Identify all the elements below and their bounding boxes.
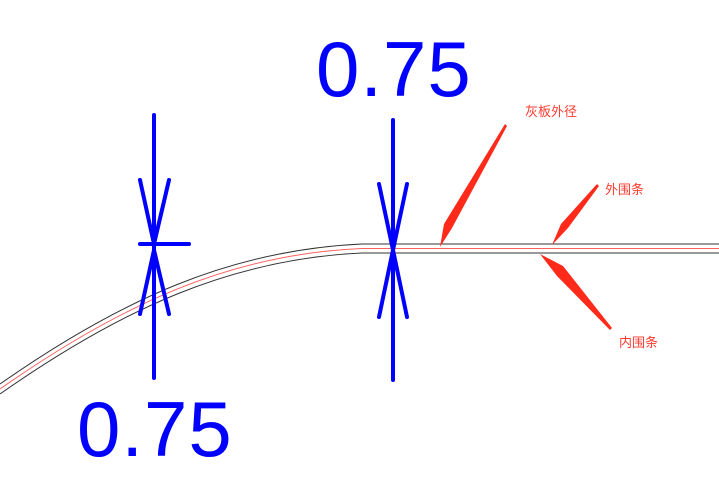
board-outer-diameter-line	[0, 248, 719, 390]
outer-strip-line	[0, 243, 719, 385]
arrow-outer-strip	[552, 184, 599, 245]
right-arrow-bottom	[377, 249, 409, 319]
callout-outer-strip: 外围条	[605, 183, 645, 198]
profile-strip	[0, 243, 719, 395]
callout-inner-strip: 内围条	[619, 336, 659, 351]
inner-strip-line	[0, 252, 719, 395]
callout-board-outer-diameter: 灰板外径	[525, 105, 578, 120]
arrow-board-outer-diameter	[440, 124, 507, 247]
arrow-inner-strip	[540, 254, 612, 330]
left-arrow-bottom	[138, 249, 171, 316]
right-dimension	[377, 118, 409, 382]
left-dimension	[138, 113, 191, 380]
dimension-label-top: 0.75	[316, 25, 472, 113]
callout-arrows	[440, 124, 612, 330]
left-arrow-top	[138, 178, 171, 245]
dimension-label-bottom: 0.75	[77, 385, 233, 473]
